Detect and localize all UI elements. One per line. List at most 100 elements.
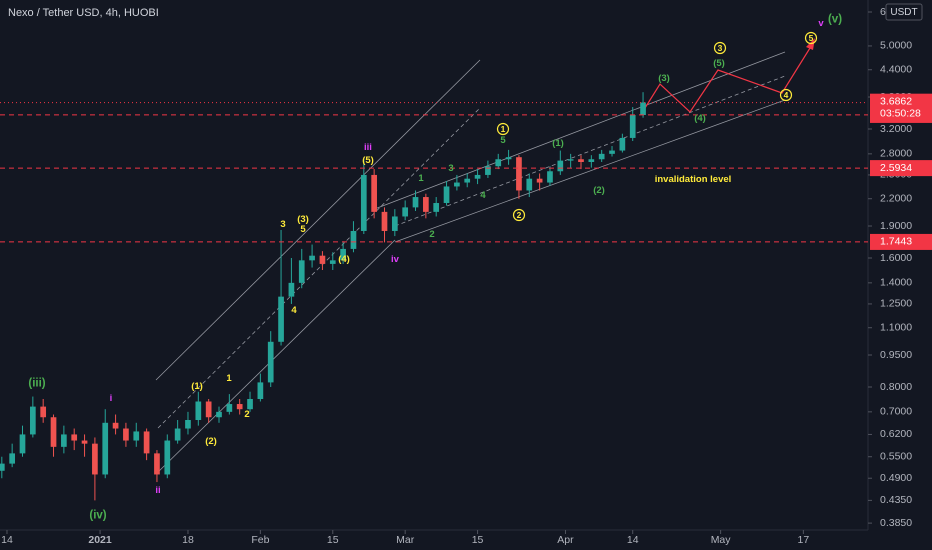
- wave-label: (iv): [89, 510, 106, 522]
- wave-label: 5: [809, 33, 814, 43]
- y-tick-label: 1.9000: [880, 220, 912, 232]
- wave-label: (5): [713, 58, 725, 69]
- wave-label: 4: [480, 190, 486, 201]
- y-tick-label: 2.8000: [880, 148, 912, 160]
- wave-label: iv: [391, 254, 400, 265]
- wave-label: 1: [418, 173, 424, 184]
- wave-label: 3: [448, 163, 453, 174]
- candle-body: [454, 182, 460, 187]
- x-tick-label: 14: [627, 534, 639, 546]
- wave-label: (2): [593, 185, 605, 196]
- candle-body: [50, 417, 57, 447]
- wave-label: (iii): [28, 378, 45, 390]
- y-tick-label: 0.8000: [880, 381, 912, 393]
- candle-body: [423, 197, 429, 212]
- candle-body: [71, 434, 78, 441]
- y-tick-label: 0.7000: [880, 406, 912, 418]
- candle-body: [81, 440, 88, 444]
- wave-label: (1): [191, 381, 203, 392]
- candle-body: [464, 178, 471, 183]
- candle-body: [350, 230, 357, 249]
- trend-lines: [155, 51, 786, 475]
- candle-body: [133, 431, 140, 441]
- candle-body: [9, 453, 15, 464]
- candle-body: [288, 282, 295, 297]
- currency-box: [885, 3, 923, 21]
- candle-body: [0, 463, 5, 471]
- candle-body: [640, 102, 646, 115]
- candle-body: [536, 178, 543, 183]
- wave-label: 1: [501, 124, 506, 134]
- currency-label: USDT: [890, 7, 917, 18]
- candle-body: [267, 341, 274, 383]
- wave-label: (1): [552, 138, 564, 149]
- channel-line: [155, 59, 481, 381]
- y-tick-label: 0.4900: [880, 472, 912, 484]
- candle-body: [443, 186, 450, 204]
- x-tick-label: 15: [472, 534, 484, 546]
- candle-body: [609, 150, 615, 154]
- candle-body: [29, 406, 36, 435]
- candle-body: [298, 260, 305, 283]
- candle-body: [598, 153, 605, 160]
- candle-body: [154, 453, 160, 475]
- candle-body: [92, 443, 98, 475]
- x-tick-label: Feb: [251, 534, 269, 546]
- x-tick-label: Apr: [557, 534, 574, 546]
- y-tick-label: 3.2000: [880, 123, 912, 135]
- candle-body: [61, 434, 67, 447]
- candle-body: [485, 166, 491, 175]
- wave-label: 3: [718, 43, 723, 53]
- wave-circle: [512, 208, 526, 222]
- candle-body: [19, 434, 26, 454]
- candle-body: [495, 159, 502, 167]
- wave-label: v: [818, 18, 824, 29]
- candle-body: [371, 174, 377, 212]
- candle-body: [433, 203, 440, 212]
- candle-body: [112, 422, 119, 429]
- candle-body: [143, 431, 150, 454]
- candle-body: [164, 440, 171, 475]
- candle-body: [247, 399, 253, 410]
- channel-line: [371, 51, 786, 211]
- wave-label: 5: [500, 135, 506, 146]
- wave-label: (4): [694, 113, 706, 124]
- candle-body: [340, 248, 346, 261]
- candle-body: [360, 174, 367, 231]
- x-tick-label: 14: [1, 534, 13, 546]
- wave-label: (3): [658, 73, 670, 84]
- wave-label: 4: [291, 305, 297, 316]
- y-tick-label: 0.6200: [880, 428, 912, 440]
- candle-body: [174, 428, 181, 441]
- wave-circle: [779, 88, 793, 102]
- channel-mid-line: [157, 107, 481, 429]
- x-tick-label: 2021: [88, 534, 112, 546]
- projection-path: [644, 47, 811, 113]
- wave-label: 2: [429, 229, 434, 240]
- price-line-box: [870, 233, 932, 250]
- last-price-box: [870, 93, 932, 122]
- candle-body: [309, 255, 315, 261]
- wave-label: (v): [828, 14, 842, 26]
- y-tick-label: 0.5500: [880, 451, 912, 463]
- y-tick-label: 1.6000: [880, 252, 912, 264]
- y-tick-label: 1.2500: [880, 298, 912, 310]
- candle-body: [516, 157, 522, 191]
- last-price-label: 3.6862: [880, 95, 912, 107]
- wave-label: invalidation level: [655, 174, 732, 185]
- candle-body: [257, 382, 264, 400]
- candle-body: [474, 174, 481, 179]
- wave-label: 2: [244, 409, 249, 420]
- candle-body: [319, 255, 326, 264]
- wave-label: 4: [784, 90, 789, 100]
- candle-body: [557, 160, 564, 172]
- price-line-label: 2.5934: [880, 162, 912, 174]
- candle-body: [329, 260, 336, 264]
- y-tick-label: 1.1000: [880, 322, 912, 334]
- plot-area: [0, 92, 646, 501]
- wave-label: (4): [338, 254, 350, 265]
- wave-label: iii: [364, 142, 372, 153]
- candle-body: [567, 159, 574, 161]
- y-tick-label: 0.3850: [880, 517, 912, 529]
